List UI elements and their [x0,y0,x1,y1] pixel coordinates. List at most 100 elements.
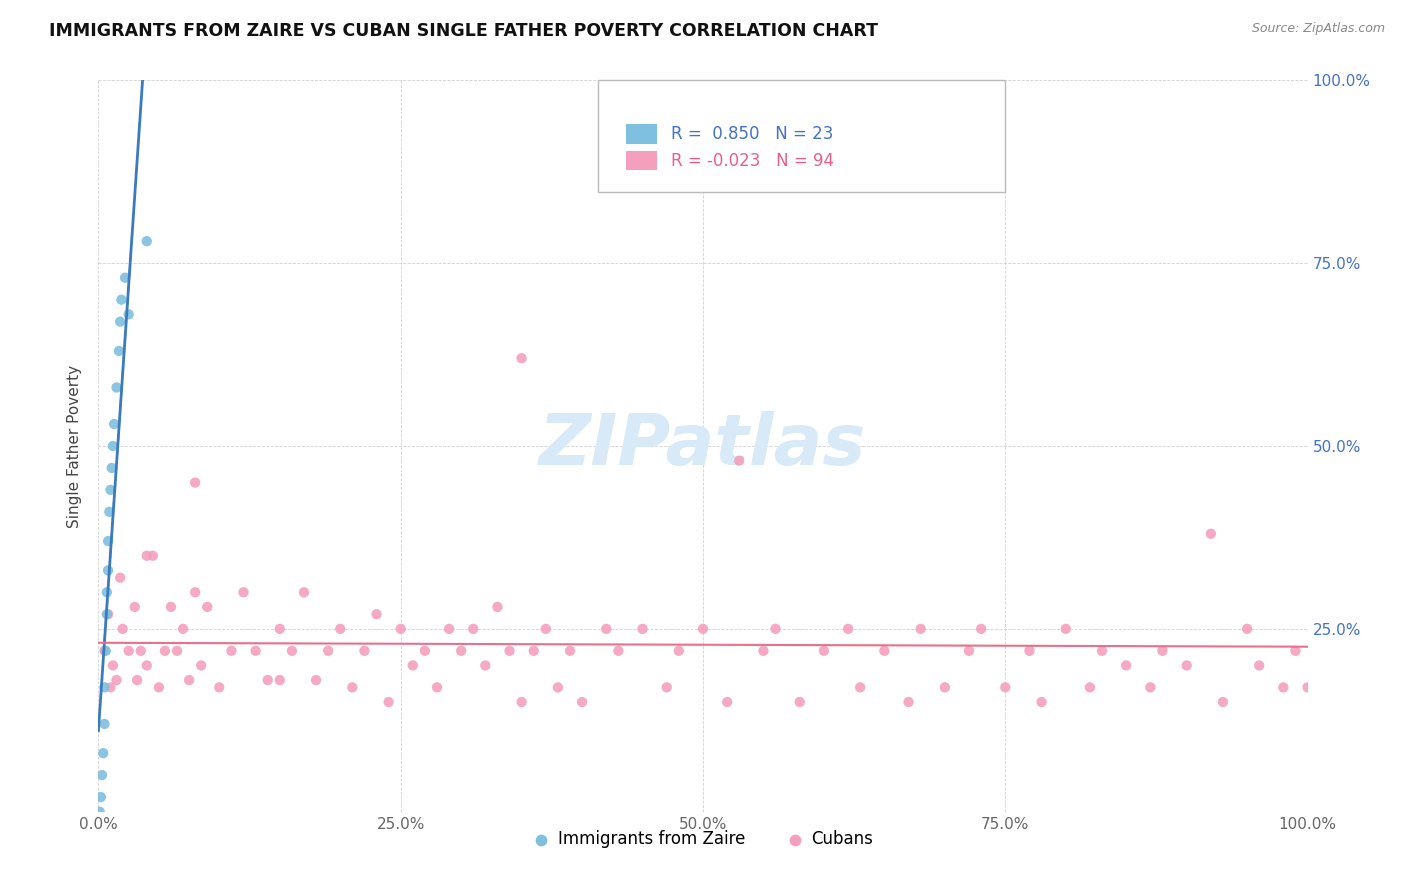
Point [910,622,932,636]
Point [269,673,291,687]
Point [716,695,738,709]
Point [97,607,120,622]
Point [595,622,617,636]
Point [510,695,533,709]
Point [100,483,122,497]
Point [1115,658,1137,673]
Point [316,644,339,658]
Text: Source: ZipAtlas.com: Source: ZipAtlas.com [1251,22,1385,36]
Point [510,351,533,366]
Point [96,607,118,622]
Point [94,644,117,658]
Point [105,673,128,687]
Text: IMMIGRANTS FROM ZAIRE VS CUBAN SINGLE FATHER POVERTY CORRELATION CHART: IMMIGRANTS FROM ZAIRE VS CUBAN SINGLE FA… [49,22,879,40]
Point [813,644,835,658]
Point [292,585,315,599]
Point [105,380,128,394]
Point [97,534,120,549]
Point [93,681,115,695]
Point [142,549,165,563]
Point [1284,644,1306,658]
Point [108,343,131,358]
Point [366,607,388,622]
Point [114,270,136,285]
Point [90,790,112,805]
Point [752,644,775,658]
Point [110,293,132,307]
Point [389,622,412,636]
Point [426,681,449,695]
Point [93,644,115,658]
Point [1031,695,1053,709]
Point [1078,681,1101,695]
Point [305,673,328,687]
Point [789,695,811,709]
Point [970,622,993,636]
Point [377,695,399,709]
Point [413,644,436,658]
Point [208,681,231,695]
Point [108,315,131,329]
Point [849,681,872,695]
Point [1199,526,1222,541]
Point [607,644,630,658]
Point [1175,658,1198,673]
Point [692,622,714,636]
Point [153,644,176,658]
Point [655,681,678,695]
Point [837,622,859,636]
Point [668,644,690,658]
Point [97,563,120,577]
Point [498,644,520,658]
Point [160,599,183,614]
Point [91,768,114,782]
Point [108,571,131,585]
Text: ZIPatlas: ZIPatlas [540,411,866,481]
Point [934,681,956,695]
Point [1212,695,1234,709]
Point [486,599,509,614]
Point [100,461,122,475]
Point [728,453,751,467]
Point [190,658,212,673]
Point [184,585,207,599]
Point [523,644,546,658]
Point [135,549,157,563]
Point [256,673,278,687]
Point [957,644,980,658]
Point [101,439,124,453]
Point [148,681,170,695]
Point [897,695,920,709]
Point [184,475,207,490]
Point [1139,681,1161,695]
Point [172,622,194,636]
Point [135,234,157,248]
Point [281,644,304,658]
Point [558,644,581,658]
Legend: Immigrants from Zaire, Cubans: Immigrants from Zaire, Cubans [526,823,880,855]
Point [437,622,460,636]
Point [1018,644,1040,658]
Point [111,622,134,636]
Point [166,644,188,658]
Point [463,622,485,636]
Point [135,658,157,673]
Point [93,717,115,731]
Point [91,746,114,760]
Point [245,644,267,658]
Point [765,622,787,636]
Point [179,673,201,687]
Point [103,417,125,431]
Y-axis label: Single Father Poverty: Single Father Poverty [67,365,83,527]
Point [118,307,141,321]
Point [994,681,1017,695]
Point [96,585,118,599]
Point [1054,622,1077,636]
Point [571,695,593,709]
Point [221,644,243,658]
Point [1249,658,1271,673]
Point [195,599,218,614]
Point [1236,622,1258,636]
Point [353,644,375,658]
Point [98,505,121,519]
